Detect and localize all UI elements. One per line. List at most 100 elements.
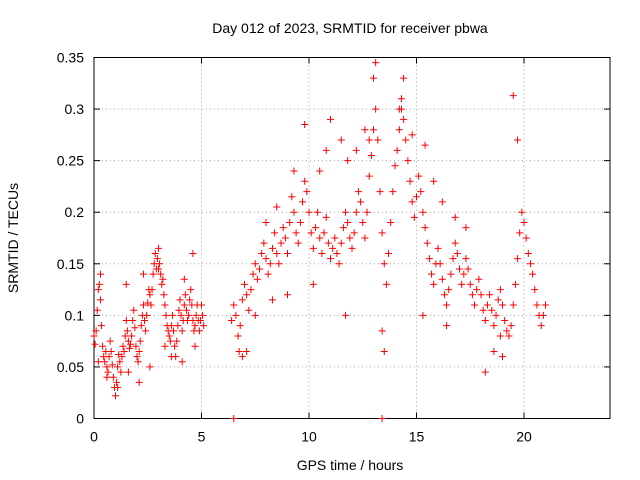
data-point (466, 280, 474, 288)
data-point (342, 208, 350, 216)
data-point (524, 249, 532, 257)
data-point (378, 229, 386, 237)
data-point (303, 188, 311, 196)
data-point (162, 311, 170, 319)
data-point (96, 296, 104, 304)
data-point (337, 136, 345, 144)
data-point (404, 157, 412, 165)
data-point (372, 59, 380, 67)
data-point (151, 249, 159, 257)
x-tick-label: 20 (516, 429, 532, 445)
data-point (95, 280, 103, 288)
data-point (413, 193, 420, 201)
data-point (327, 115, 334, 123)
data-point (199, 311, 207, 319)
data-point (402, 136, 410, 144)
data-point (380, 260, 388, 268)
data-point (423, 239, 431, 247)
data-point (157, 270, 165, 278)
data-point (168, 311, 176, 319)
x-tick-label: 5 (198, 429, 206, 445)
data-point (245, 306, 253, 314)
data-point (119, 342, 127, 350)
data-point (314, 208, 322, 216)
data-point (94, 286, 102, 294)
data-point (192, 311, 200, 319)
data-point (324, 239, 332, 247)
data-point (400, 115, 408, 123)
plot-frame (93, 57, 611, 419)
data-point (488, 306, 496, 314)
data-point (389, 188, 397, 196)
data-point (275, 260, 283, 268)
data-point (468, 291, 476, 299)
data-point (142, 327, 150, 335)
x-tick-label: 15 (409, 429, 425, 445)
data-point (516, 229, 524, 237)
data-point (453, 249, 461, 257)
data-point (374, 136, 382, 144)
data-point (385, 249, 393, 257)
data-point (428, 270, 436, 278)
data-point (273, 203, 281, 211)
data-point (458, 280, 466, 288)
data-point (121, 332, 129, 340)
data-point (139, 301, 147, 309)
data-point (509, 92, 517, 100)
data-point (436, 260, 444, 268)
data-point (370, 74, 377, 82)
data-point (232, 311, 240, 319)
data-point (447, 270, 455, 278)
y-tick-label: 0.3 (65, 101, 85, 117)
data-point (228, 317, 236, 325)
data-point (158, 280, 166, 288)
data-point (522, 234, 530, 242)
data-point (327, 255, 334, 263)
data-point (185, 311, 193, 319)
data-point (322, 146, 330, 154)
data-point (113, 378, 121, 386)
data-point (90, 332, 98, 340)
data-point (309, 280, 317, 288)
data-point (161, 301, 169, 309)
data-point (419, 208, 427, 216)
data-point (123, 327, 131, 335)
data-point (122, 317, 130, 325)
data-point (165, 332, 173, 340)
data-point (122, 280, 130, 288)
data-point (391, 162, 399, 170)
data-point (273, 249, 281, 257)
data-point (156, 260, 164, 268)
data-point (299, 198, 307, 206)
data-point (258, 249, 266, 257)
data-point (301, 121, 309, 129)
data-point (451, 239, 459, 247)
data-point (260, 239, 268, 247)
data-point (186, 296, 194, 304)
data-point (107, 347, 115, 355)
data-point (109, 373, 117, 381)
data-point (178, 358, 186, 366)
data-point (103, 373, 111, 381)
data-point (376, 188, 384, 196)
data-point (106, 337, 114, 345)
data-point (490, 347, 498, 355)
data-point (139, 270, 147, 278)
data-point (460, 270, 468, 278)
data-point (496, 286, 504, 294)
data-point (171, 342, 179, 350)
data-point (120, 347, 128, 355)
data-point (307, 229, 315, 237)
y-tick-labels: 0 0.05 0.1 0.15 0.2 0.25 0.3 0.35 (57, 50, 84, 427)
data-point (178, 327, 186, 335)
data-point (473, 286, 481, 294)
data-point (419, 311, 427, 319)
data-point (318, 249, 326, 257)
data-point (135, 378, 143, 386)
data-point (361, 126, 369, 134)
data-point (503, 327, 511, 335)
data-point (531, 286, 539, 294)
y-tick-label: 0.15 (57, 256, 84, 272)
data-point (118, 353, 126, 361)
data-point (490, 322, 498, 330)
